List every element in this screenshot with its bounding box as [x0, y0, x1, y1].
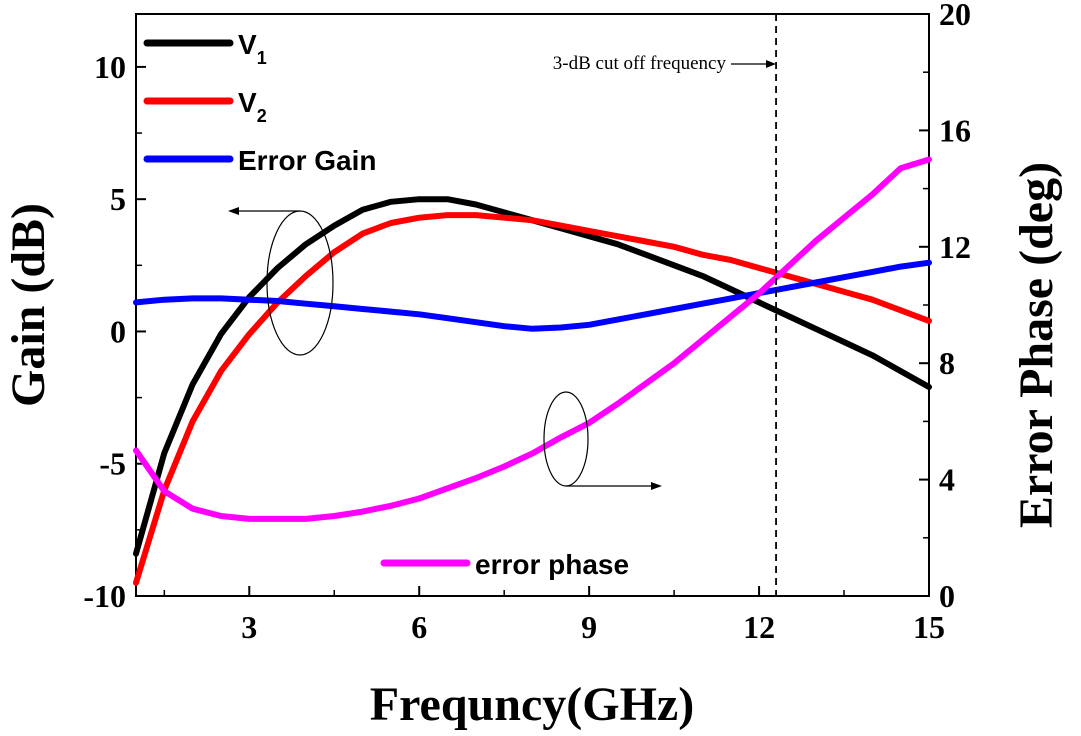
- right-tick-label: 8: [939, 345, 955, 381]
- legend-label-v1-sub: 1: [257, 48, 267, 68]
- right-tick-label: 4: [939, 462, 955, 498]
- left-tick-label: 10: [94, 49, 126, 85]
- x-axis-ticks: 3 6 9 12 15: [163, 586, 945, 645]
- left-axis-ticks: -10 -5 0 5 10: [83, 49, 146, 614]
- x-tick-label: 15: [913, 609, 945, 645]
- left-axis-group-arrowhead: [228, 207, 239, 215]
- legend-label-error-phase: error phase: [475, 549, 629, 580]
- right-tick-label: 16: [939, 112, 971, 148]
- x-tick-label: 3: [241, 609, 257, 645]
- x-tick-label: 12: [743, 609, 775, 645]
- x-tick-label: 6: [411, 609, 427, 645]
- right-tick-label: 20: [939, 0, 971, 32]
- left-tick-label: 5: [110, 181, 126, 217]
- right-axis-group-arrowhead: [651, 482, 662, 490]
- left-tick-label: -5: [99, 446, 126, 482]
- left-tick-label: 0: [110, 313, 126, 349]
- right-axis-ticks: 0 4 8 12 16 20: [919, 0, 971, 614]
- right-axis-group-ellipse: [543, 391, 589, 487]
- right-axis-title: Error Phase (deg): [1010, 162, 1063, 528]
- right-tick-label: 12: [939, 229, 971, 265]
- left-tick-label: -10: [83, 578, 126, 614]
- series-line-v1: [133, 196, 932, 557]
- legend-label-v2-sub: 2: [257, 106, 267, 126]
- legend-label-error-gain: Error Gain: [238, 145, 376, 176]
- cutoff-label-arrowhead: [766, 60, 776, 68]
- series-layer: [133, 156, 932, 586]
- legend-label-v1: V1: [238, 29, 267, 68]
- series-line-error-gain: [133, 259, 932, 332]
- cutoff-frequency-label: 3-dB cut off frequency: [553, 53, 727, 74]
- legend-label-v2: V2: [238, 87, 267, 126]
- x-axis-title: Frequncy(GHz): [370, 678, 694, 731]
- series-line-error-phase: [133, 156, 932, 522]
- right-tick-label: 0: [939, 578, 955, 614]
- left-axis-title: Gain (dB): [2, 203, 55, 407]
- legend-label-v2-main: V: [238, 87, 257, 118]
- legend: V1 V2 Error Gain error phase: [143, 29, 629, 580]
- x-tick-label: 9: [581, 609, 597, 645]
- legend-label-v1-main: V: [238, 29, 257, 60]
- series-line-v2: [133, 212, 932, 586]
